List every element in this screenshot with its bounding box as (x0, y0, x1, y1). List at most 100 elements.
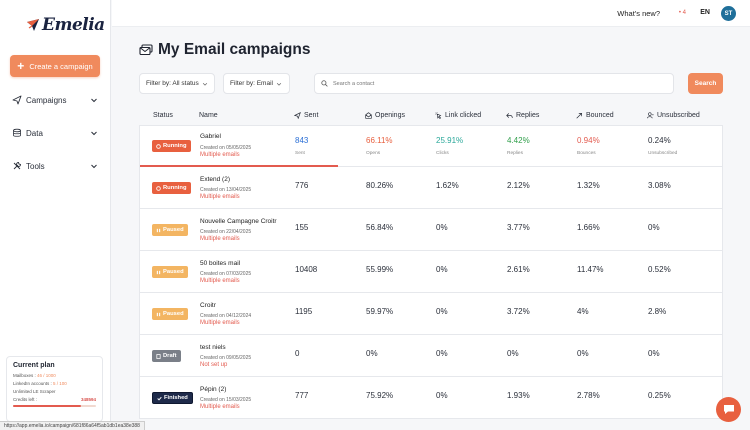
cell-sublabel: Bounces (577, 151, 596, 156)
cell-replies: 1.93% (507, 391, 530, 400)
column-replies[interactable]: Replies (506, 112, 539, 119)
sidebar-item-tools[interactable]: Tools (12, 161, 98, 171)
chevron-down-icon (91, 98, 97, 103)
table-row[interactable]: Paused 50 boites mail Created on 07/03/202… (139, 251, 723, 293)
plan-credits: Credits left : 348594 (13, 397, 96, 402)
column-bounced[interactable]: Bounced (576, 112, 614, 119)
logo-text: Emelia (42, 15, 105, 35)
cell-bounced: 0% (577, 349, 589, 358)
cell-clicks: 0% (436, 223, 448, 232)
cell-unsubscribed: 0% (648, 223, 660, 232)
notification-indicator[interactable]: • 4 (678, 10, 686, 16)
table-row[interactable]: Paused Nouvelle Campagne Croitr Created on… (139, 209, 723, 251)
table-row[interactable]: Running Extend (2) Created on 13/04/2025 Mu… (139, 167, 723, 209)
filter-type-label: Filter by: Email (230, 80, 273, 87)
column-sent[interactable]: Sent (294, 112, 318, 119)
table-row[interactable]: Draft test niels Created on 09/05/2025 Not … (139, 335, 723, 377)
campaign-name[interactable]: Pépin (2) (200, 386, 227, 393)
campaign-name[interactable]: Gabriel (200, 133, 221, 140)
table-row[interactable]: Running Gabriel Created on 05/05/2025 Multi… (139, 125, 723, 167)
status-badge: Paused (152, 266, 188, 278)
cell-replies: 3.77% (507, 223, 530, 232)
campaign-name[interactable]: 50 boites mail (200, 260, 241, 267)
check-icon (157, 396, 162, 401)
cell-unsubscribed: 0.24% (648, 136, 671, 145)
whats-new-link[interactable]: What's new? (617, 9, 660, 18)
cell-clicks: 0% (436, 391, 448, 400)
cell-bounced: 0.94% (577, 136, 600, 145)
plus-icon: + (17, 59, 25, 73)
create-campaign-label: Create a campaign (29, 61, 93, 71)
chevron-down-icon (91, 131, 97, 136)
cell-openings: 80.26% (366, 181, 394, 190)
campaign-created-date: Created on 09/05/2025 (200, 355, 252, 361)
cell-replies: 2.61% (507, 265, 530, 274)
page-title-text: My Email campaigns (158, 41, 311, 58)
cell-clicks: 1.62% (436, 181, 459, 190)
cell-openings: 56.84% (366, 223, 394, 232)
search-icon (321, 80, 328, 87)
campaign-table: Running Gabriel Created on 05/05/2025 Multi… (139, 125, 723, 419)
plan-mailboxes: Mailboxes : 46 / 1000 (13, 373, 56, 378)
database-icon (13, 128, 21, 137)
bounce-icon (576, 113, 582, 119)
pause-icon (156, 228, 161, 232)
sidebar-item-label: Data (26, 128, 43, 138)
cell-sent: 1195 (295, 307, 313, 316)
cell-sent: 777 (295, 391, 309, 400)
cell-openings: 0% (366, 349, 378, 358)
filter-status-dropdown[interactable]: Filter by: All status (139, 73, 215, 94)
cursor-click-icon (435, 112, 442, 119)
status-badge: Draft (152, 350, 181, 362)
campaign-created-date: Created on 13/04/2025 (200, 187, 252, 193)
email-stack-icon (139, 44, 153, 56)
cell-unsubscribed: 2.8% (648, 307, 667, 316)
cell-replies: 3.72% (507, 307, 530, 316)
chat-widget-button[interactable] (716, 397, 741, 422)
campaign-type: Multiple emails (200, 152, 240, 158)
campaign-type: Multiple emails (200, 404, 240, 410)
search-button[interactable]: Search (688, 73, 723, 94)
chevron-down-icon (276, 82, 282, 86)
campaign-name[interactable]: Nouvelle Campagne Croitr (200, 218, 277, 225)
table-row[interactable]: Paused Croitr Created on 04/12/2024 Multipl… (139, 293, 723, 335)
tools-icon (13, 162, 21, 170)
campaign-type: Multiple emails (200, 320, 240, 326)
sidebar-item-campaigns[interactable]: Campaigns (12, 95, 98, 105)
current-plan-card[interactable]: Current plan Mailboxes : 46 / 1000 Linke… (6, 356, 103, 422)
app-logo[interactable]: Emelia (26, 15, 105, 35)
cell-sent: 843 (295, 136, 309, 145)
search-input[interactable] (333, 80, 633, 87)
campaign-name[interactable]: test niels (200, 344, 226, 351)
cell-clicks: 0% (436, 349, 448, 358)
cell-openings: 75.92% (366, 391, 394, 400)
table-row[interactable]: Finished Pépin (2) Created on 15/03/2025 Mu… (139, 377, 723, 419)
cell-openings: 55.99% (366, 265, 394, 274)
top-bar: What's new? • 4 EN ST (112, 0, 750, 27)
campaign-type: Multiple emails (200, 194, 240, 200)
status-badge: Paused (152, 224, 188, 236)
campaign-name[interactable]: Extend (2) (200, 176, 230, 183)
campaign-name[interactable]: Croitr (200, 302, 216, 309)
column-openings[interactable]: Openings (365, 112, 405, 119)
cell-unsubscribed: 0.25% (648, 391, 671, 400)
column-link-clicked[interactable]: Link clicked (435, 112, 481, 119)
plan-linkedin-accounts: LinkedIn accounts : 5 / 100 (13, 381, 67, 386)
filter-type-dropdown[interactable]: Filter by: Email (223, 73, 290, 94)
cell-clicks: 25.91% (436, 136, 464, 145)
cell-bounced: 1.66% (577, 223, 600, 232)
avatar[interactable]: ST (721, 6, 736, 21)
sidebar-item-data[interactable]: Data (12, 128, 98, 138)
pause-icon (156, 312, 161, 316)
cell-sent: 776 (295, 181, 309, 190)
campaign-type: Multiple emails (200, 278, 240, 284)
create-campaign-button[interactable]: + Create a campaign (10, 55, 100, 77)
search-box[interactable] (314, 73, 674, 94)
column-unsubscribed[interactable]: Unsubscribed (647, 112, 700, 119)
language-selector[interactable]: EN (700, 9, 710, 16)
cell-bounced: 4% (577, 307, 589, 316)
plan-title: Current plan (13, 362, 55, 369)
column-status[interactable]: Status (153, 112, 173, 119)
column-name[interactable]: Name (199, 112, 218, 119)
cell-unsubscribed: 3.08% (648, 181, 671, 190)
